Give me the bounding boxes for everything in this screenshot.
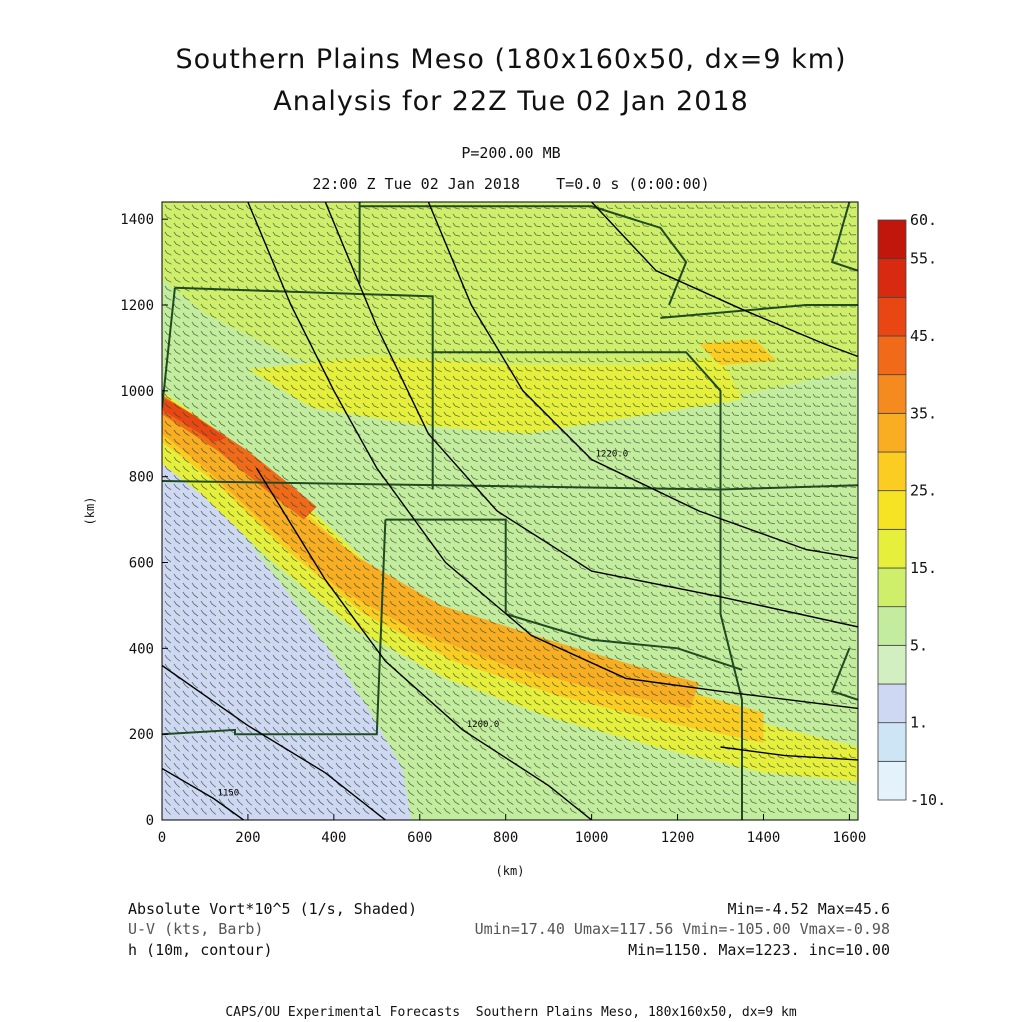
vort-region-band-light (162, 390, 858, 782)
colorbar-swatch (877, 722, 907, 762)
vort-region-band-core (162, 403, 699, 709)
credit-line: CAPS/OU Experimental Forecasts Southern … (225, 1005, 797, 1020)
field3-stats: Min=1150. Max=1223. inc=10.00 (628, 941, 890, 959)
height-contour (591, 202, 858, 358)
chart-subtitle: Analysis for 22Z Tue 02 Jan 2018 (273, 86, 749, 117)
field2-stats: Umin=17.40 Umax=117.56 Vmin=-105.00 Vmax… (474, 920, 890, 938)
state-border (830, 202, 858, 272)
x-tick-label: 0 (158, 830, 166, 846)
colorbar: -10. 1. 5. 15. 25. 35. 45. 55. 60. (877, 211, 946, 809)
colorbar-swatch (877, 528, 907, 569)
y-tick-label: 1400 (120, 212, 154, 228)
colorbar-label: 25. (910, 482, 937, 500)
state-border (174, 286, 434, 490)
state-border (162, 287, 176, 409)
y-tick-label: 400 (129, 641, 154, 657)
colorbar-swatch (877, 335, 907, 376)
colorbar-label: 15. (910, 559, 937, 577)
height-contour (324, 202, 858, 628)
y-axis-label: (km) (83, 497, 97, 526)
y-tick-label: 200 (129, 727, 154, 743)
field1-label: Absolute Vort*10^5 (1/s, Shaded) (128, 900, 417, 918)
x-tick-label: 800 (493, 830, 518, 846)
state-border (830, 647, 858, 701)
colorbar-label: 45. (910, 327, 937, 345)
colorbar-swatch (877, 490, 907, 530)
height-contour (427, 202, 858, 559)
colorbar-swatch (877, 412, 907, 453)
x-axis-label: (km) (496, 864, 525, 878)
colorbar-swatch (877, 644, 907, 685)
contour-label: 1200.0 (467, 720, 500, 730)
colorbar-swatch (877, 683, 907, 724)
wind-barbs (164, 204, 857, 815)
state-border (432, 351, 722, 490)
state-border (660, 304, 858, 319)
barb-field (164, 204, 857, 815)
y-tick-label: 0 (146, 813, 154, 829)
x-tick-label: 1400 (747, 830, 781, 846)
plot-frame (161, 201, 859, 821)
height-contour (247, 202, 858, 710)
field1-stats: Min=-4.52 Max=45.6 (727, 900, 890, 918)
x-tick-label: 1200 (661, 830, 695, 846)
x-tick-label: 400 (321, 830, 346, 846)
field3-label: h (10m, contour) (128, 941, 273, 959)
state-border (505, 613, 743, 671)
colorbar-swatch (877, 760, 907, 801)
colorbar-label: 60. (910, 211, 937, 229)
chart-title: Southern Plains Meso (180x160x50, dx=9 k… (175, 44, 847, 75)
state-border (719, 489, 743, 820)
colorbar-swatch (877, 296, 907, 337)
y-tick-label: 800 (129, 470, 154, 486)
colorbar-swatch (877, 606, 907, 646)
state-borders (162, 202, 858, 820)
state-border (385, 518, 507, 614)
x-tick-label: 1000 (575, 830, 609, 846)
y-tick-label: 1200 (120, 298, 154, 314)
valid-time: 22:00 Z Tue 02 Jan 2018 T=0.0 s (0:00:00… (312, 175, 710, 193)
colorbar-swatch (877, 374, 907, 414)
pressure-level: P=200.00 MB (461, 144, 561, 162)
x-tick-label: 600 (407, 830, 432, 846)
vorticity-shading (162, 202, 858, 820)
colorbar-label: 1. (910, 714, 928, 732)
colorbar-swatch (877, 451, 907, 492)
state-border (359, 205, 688, 306)
height-contours: 1150 1200.0 1220.0 (162, 202, 858, 820)
colorbar-swatch (877, 219, 907, 260)
vort-region-central-yellow (247, 356, 742, 434)
height-contour (162, 664, 386, 820)
colorbar-label: 35. (910, 404, 937, 422)
height-contour (162, 767, 245, 820)
x-tick-label: 200 (235, 830, 260, 846)
vort-region-southwest-low (162, 446, 412, 820)
colorbar-label: -10. (910, 791, 946, 809)
state-border (162, 519, 387, 736)
vort-region-band-mid (162, 395, 764, 743)
axes: 0 200 400 600 800 1000 1200 1400 1600 0 200 400 600 8… (83, 212, 866, 878)
colorbar-swatch (877, 567, 907, 608)
y-tick-label: 600 (129, 556, 154, 572)
y-tick-label: 1000 (120, 384, 154, 400)
colorbar-swatch (877, 258, 907, 298)
height-contour (720, 746, 858, 761)
height-contour (255, 467, 593, 820)
colorbar-label: 5. (910, 636, 928, 654)
colorbar-label: 55. (910, 250, 937, 268)
field2-label: U-V (kts, Barb) (128, 920, 264, 938)
x-tick-label: 1600 (833, 830, 867, 846)
contour-label: 1220.0 (596, 450, 629, 460)
contour-label: 1150 (218, 789, 240, 799)
